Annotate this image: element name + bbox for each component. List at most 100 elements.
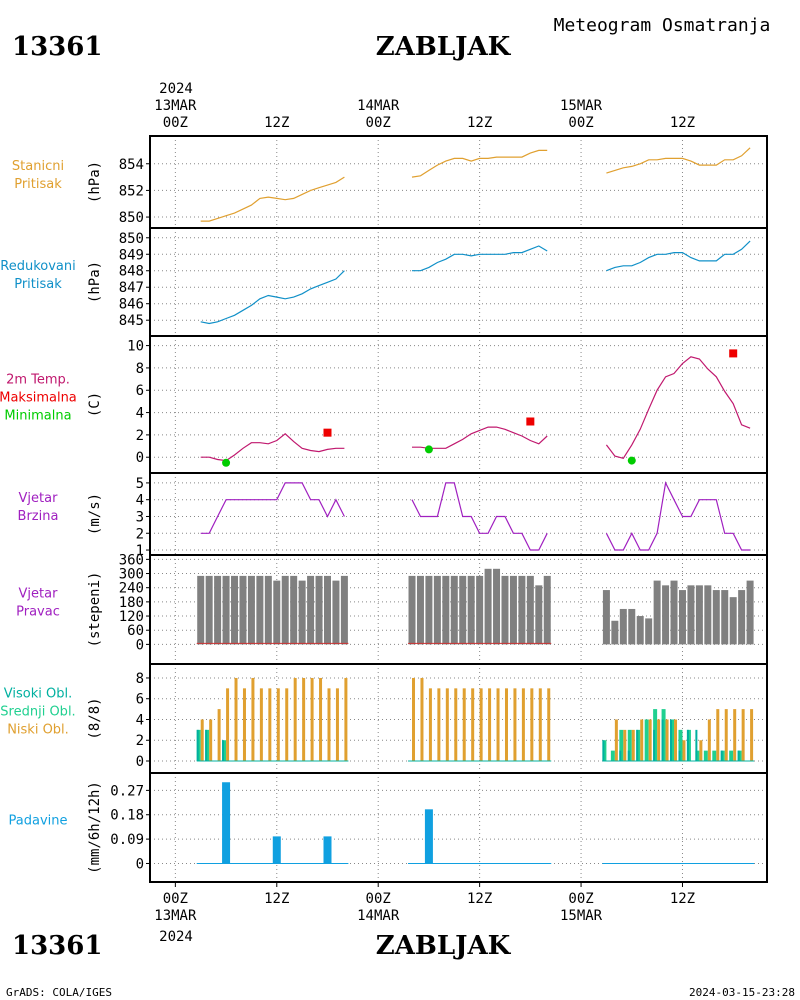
- wind-direction-bar: [323, 575, 331, 645]
- top-axis-date: 13MAR: [154, 98, 197, 114]
- panel-frame: [149, 472, 768, 556]
- cloud-low-bar: [724, 709, 728, 762]
- panel-side-label: Pravac: [16, 605, 60, 620]
- wind-direction-bar: [256, 575, 264, 645]
- panel-side-label: Srednji Obl.: [0, 705, 75, 720]
- wind-direction-bar: [543, 575, 551, 645]
- cloud-low-bar: [623, 729, 627, 762]
- cloud-high-bar: [661, 719, 664, 762]
- y-tick-label: 850: [119, 231, 144, 247]
- cloud-low-bar: [699, 740, 703, 762]
- panel-side-label: Visoki Obl.: [4, 687, 72, 702]
- panel-frame: [149, 335, 768, 474]
- cloud-high-bar: [737, 750, 740, 762]
- top-axis-hour: 00Z: [366, 115, 391, 131]
- cloud-low-bar: [513, 688, 517, 762]
- y-tick-label: 0: [136, 450, 144, 466]
- cloud-low-bar: [530, 688, 534, 762]
- cloud-low-bar: [454, 688, 458, 762]
- cloud-low-bar: [648, 719, 652, 762]
- series-line: [412, 245, 548, 272]
- y-tick-label: 10: [127, 339, 144, 355]
- wind-direction-bar: [197, 575, 205, 645]
- series-line: [200, 482, 345, 534]
- y-tick-label: 2: [136, 428, 144, 444]
- station-name-top: ZABLJAK: [376, 32, 512, 62]
- series-line: [200, 270, 345, 325]
- cloud-high-bar: [653, 729, 656, 762]
- cloud-low-bar: [471, 688, 475, 762]
- wind-direction-bar: [290, 575, 298, 645]
- wind-direction-bar: [467, 575, 475, 645]
- cloud-low-bar: [640, 719, 644, 762]
- cloud-low-bar: [716, 709, 720, 762]
- bottom-axis-hour: 00Z: [366, 891, 391, 907]
- cloud-mid-bar: [678, 729, 683, 762]
- cloud-mid-bar: [729, 750, 734, 762]
- panels: 850852854(hPa)StanicniPritisak8458468478…: [0, 135, 768, 883]
- station-id-top: 13361: [12, 32, 102, 62]
- cloud-low-bar: [733, 709, 737, 762]
- y-tick-label: 0: [136, 754, 144, 770]
- wind-direction-bar: [687, 585, 695, 645]
- cloud-low-bar: [344, 677, 348, 762]
- cloud-mid-bar: [627, 729, 632, 762]
- axis-unit-label: (stepeni): [87, 572, 103, 648]
- cloud-mid-bar: [712, 750, 717, 762]
- tmax-marker: [526, 417, 535, 426]
- y-tick-label: 1: [136, 543, 144, 559]
- axis-unit-label: (8/8): [87, 697, 103, 739]
- wind-direction-bar: [222, 575, 230, 645]
- axis-unit-label: (hPa): [87, 261, 103, 303]
- station-id-bottom: 13361: [12, 931, 102, 961]
- y-tick-label: 850: [119, 210, 144, 226]
- top-axis-date: 14MAR: [357, 98, 400, 114]
- bottom-axis-date: 14MAR: [357, 908, 400, 924]
- panel-temperature: 0 2 4 6 8 10 (C) 2m Temp. Maksimalna Minimalna: [0, 335, 768, 474]
- cloud-low-bar: [335, 688, 339, 762]
- wind-direction-bar: [619, 608, 627, 645]
- wind-direction-bar: [442, 575, 450, 645]
- wind-direction-bar: [493, 568, 501, 645]
- footer-credit: GrADS: COLA/IGES: [6, 986, 112, 999]
- cloud-mid-bar: [610, 750, 615, 762]
- wind-direction-bar: [416, 575, 424, 645]
- tmax-marker: [729, 349, 738, 358]
- bottom-axis-hour: 12Z: [467, 891, 492, 907]
- wind-direction-bar: [704, 585, 712, 645]
- series-line: [200, 433, 345, 462]
- wind-direction-bar: [645, 618, 653, 645]
- cloud-low-bar: [657, 719, 661, 762]
- cloud-high-bar: [636, 729, 639, 762]
- bottom-axis-hour: 00Z: [568, 891, 593, 907]
- panel-side-label: Vjetar: [19, 587, 59, 602]
- top-year-label: 2024: [159, 81, 193, 97]
- cloud-low-bar: [521, 688, 525, 762]
- y-tick-label: 5: [136, 476, 144, 492]
- y-tick-label: 0.09: [110, 832, 144, 848]
- cloud-low-bar: [674, 719, 678, 762]
- y-tick-label: 240: [119, 581, 144, 597]
- wind-direction-bar: [433, 575, 441, 645]
- bottom-year-label: 2024: [159, 929, 193, 945]
- panel-side-label: 2m Temp.: [6, 373, 70, 388]
- wind-direction-bar: [636, 616, 644, 645]
- cloud-low-bar: [259, 688, 263, 762]
- wind-direction-bar: [281, 575, 289, 645]
- axis-unit-label: (m/s): [87, 493, 103, 535]
- wind-direction-bar: [602, 590, 610, 645]
- cloud-high-bar: [686, 729, 689, 762]
- axis-unit-label: (mm/6h/12h): [87, 781, 103, 874]
- wind-direction-bar: [653, 580, 661, 645]
- panel-frame: [149, 135, 768, 229]
- panel-clouds: 0 2 4 6 8 (8/8) Visoki Obl. Srednji Obl. Niski O…: [0, 663, 768, 774]
- wind-direction-bar: [315, 575, 323, 645]
- y-tick-label: 4: [136, 493, 144, 509]
- cloud-low-bar: [665, 719, 669, 762]
- panel-side-label: Redukovani: [0, 259, 75, 274]
- tmin-marker: [627, 456, 636, 465]
- cloud-low-bar: [682, 740, 686, 762]
